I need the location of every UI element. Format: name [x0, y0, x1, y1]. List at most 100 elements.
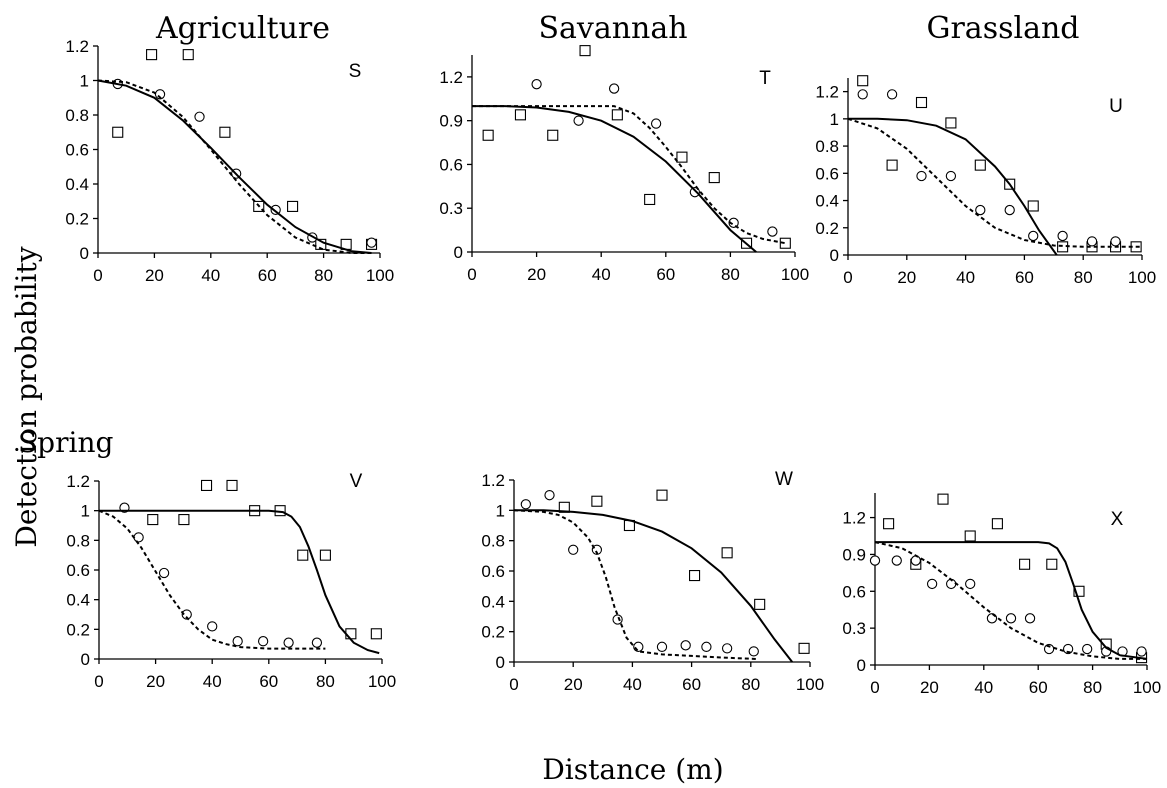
- x-tick-label: 40: [592, 265, 611, 284]
- panel-v: 0 0.2 0.4 0.6 0.8 1 1.2 0 20 40 60 80 100 V: [66, 471, 396, 691]
- square-point: [219, 126, 231, 138]
- circle-point: [573, 115, 584, 126]
- x-tick-label: 100: [781, 265, 809, 284]
- y-tick-label: 0.4: [66, 591, 90, 610]
- y-tick-label: 0.6: [842, 582, 866, 601]
- y-tick-label: 0.9: [842, 545, 866, 564]
- column-header-savannah: Savannah: [538, 11, 687, 46]
- row-header-spring: Spring: [18, 426, 113, 459]
- column-header-agriculture: Agriculture: [155, 11, 330, 46]
- circle-point: [926, 578, 938, 590]
- circle-point: [1086, 236, 1098, 247]
- x-tick-label: 100: [1133, 678, 1161, 697]
- square-point: [886, 159, 898, 171]
- panel-label: X: [1111, 509, 1124, 530]
- y-tick-label: 0: [454, 243, 463, 262]
- circle-point: [612, 614, 623, 625]
- y-tick-label: 0.4: [815, 192, 839, 211]
- y-tick-label: 0.6: [815, 164, 839, 183]
- y-tick-label: 0.8: [66, 531, 90, 550]
- x-tick-label: 20: [145, 266, 164, 285]
- panel-u: 0 0.2 0.4 0.6 0.8 1 1.2 0 20 40 60 80 100 U: [815, 75, 1156, 287]
- y-tick-label: 1.2: [815, 83, 839, 102]
- circle-point: [568, 544, 579, 555]
- square-point: [644, 193, 656, 206]
- panel-label: S: [349, 61, 362, 82]
- x-tick-label: 40: [956, 268, 975, 287]
- x-tick-label: 100: [796, 675, 824, 694]
- x-tick-label: 100: [1128, 268, 1156, 287]
- fitted-curve-solid: [514, 509, 793, 663]
- circle-point: [945, 170, 957, 182]
- circle-point: [1062, 643, 1074, 655]
- square-point: [579, 45, 591, 57]
- y-tick-label: 0: [80, 244, 89, 263]
- column-header-grassland: Grassland: [927, 11, 1080, 46]
- circle-point: [133, 532, 144, 543]
- circle-point: [608, 83, 620, 94]
- x-tick-label: 0: [93, 266, 102, 285]
- circle-point: [1024, 613, 1036, 624]
- square-point: [656, 489, 668, 501]
- square-point: [1019, 558, 1031, 570]
- square-point: [1046, 558, 1058, 570]
- circle-point: [366, 237, 377, 248]
- panel-label: T: [759, 68, 771, 89]
- square-point: [798, 642, 810, 654]
- circle-point: [633, 641, 644, 652]
- square-point: [200, 479, 213, 492]
- x-tick-label: 20: [146, 672, 165, 691]
- circle-point: [857, 89, 868, 100]
- square-point: [345, 628, 357, 640]
- circle-point: [965, 578, 976, 590]
- y-tick-label: 0: [830, 246, 839, 265]
- y-tick-label: 1: [830, 110, 839, 129]
- circle-point: [531, 79, 542, 90]
- y-tick-label: 0.9: [439, 112, 463, 131]
- circle-point: [1043, 643, 1055, 655]
- x-tick-label: 40: [201, 266, 220, 285]
- x-tick-label: 80: [741, 675, 760, 694]
- square-point: [319, 549, 331, 561]
- fitted-curve-dashed: [513, 509, 757, 660]
- x-tick-label: 80: [314, 266, 333, 285]
- square-point: [915, 96, 928, 109]
- circle-point: [701, 641, 712, 652]
- panel-label: V: [350, 471, 363, 492]
- x-tick-label: 0: [509, 675, 518, 694]
- circle-point: [886, 89, 898, 100]
- fitted-curve-solid: [97, 79, 372, 254]
- y-tick-label: 0.6: [65, 141, 89, 160]
- circle-point: [680, 640, 691, 651]
- square-point: [676, 151, 688, 163]
- x-tick-label: 20: [920, 678, 939, 697]
- y-tick-label: 1.2: [66, 472, 90, 491]
- square-point: [754, 598, 766, 610]
- y-tick-label: 1.2: [842, 509, 866, 528]
- circle-point: [1057, 230, 1068, 242]
- y-tick-label: 0.3: [439, 199, 463, 218]
- y-tick-label: 0: [857, 656, 866, 675]
- y-tick-label: 1.2: [65, 37, 89, 56]
- square-point: [1027, 200, 1039, 212]
- square-point: [297, 549, 309, 561]
- x-tick-label: 20: [897, 268, 916, 287]
- x-tick-label: 80: [1083, 678, 1102, 697]
- square-point: [370, 628, 382, 640]
- x-tick-label: 60: [656, 265, 675, 284]
- fitted-curve-dashed: [847, 117, 1142, 248]
- fitted-curve-solid: [848, 117, 1058, 256]
- y-tick-label: 0.8: [815, 137, 839, 156]
- y-tick-label: 0.8: [481, 532, 505, 551]
- x-tick-label: 20: [564, 675, 583, 694]
- square-point: [857, 75, 869, 87]
- circle-point: [283, 637, 294, 648]
- x-tick-label: 0: [94, 672, 103, 691]
- y-tick-label: 1.2: [481, 471, 505, 490]
- circle-point: [767, 226, 778, 237]
- fitted-curve-dashed: [874, 541, 1147, 660]
- square-point: [937, 493, 949, 505]
- square-point: [287, 200, 299, 212]
- y-tick-label: 0.4: [481, 592, 505, 611]
- square-point: [482, 129, 494, 141]
